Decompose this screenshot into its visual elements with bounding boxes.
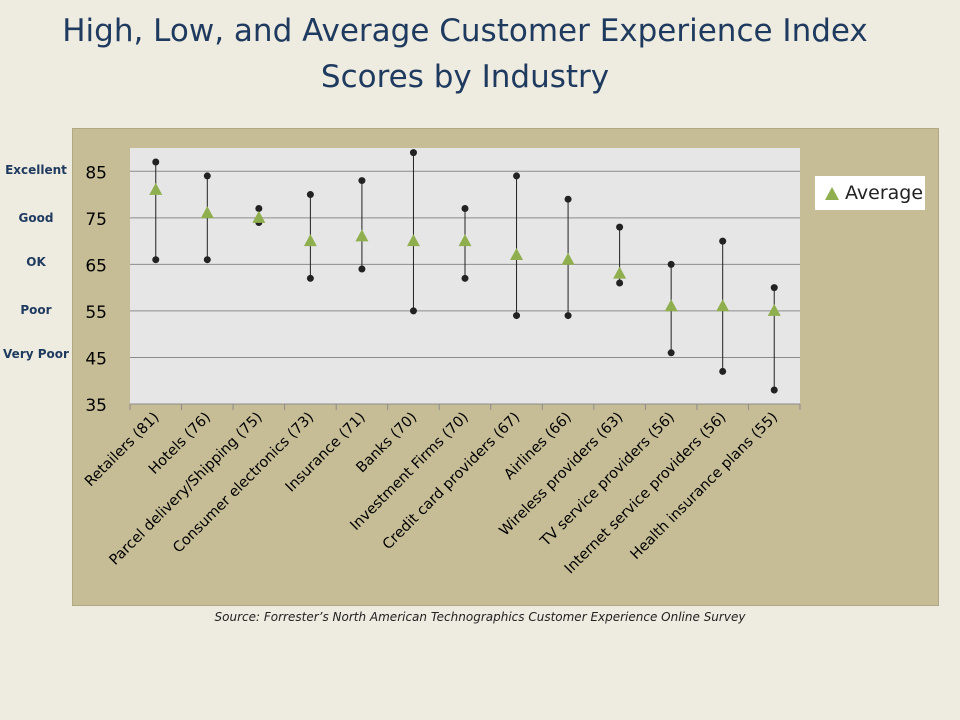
rating-label-poor: Poor [20,303,52,317]
average-point [406,234,420,247]
x-tick-label: Retailers (81) [82,410,162,490]
y-tick-label: 45 [85,349,107,369]
average-point [458,234,472,247]
low-point [152,256,160,264]
high-point [616,223,624,231]
high-point [152,158,160,166]
low-point [409,307,417,315]
y-tick-label: 55 [85,303,107,323]
average-point [510,248,524,261]
chart-title: High, Low, and Average Customer Experien… [0,8,930,100]
average-point [303,234,317,247]
legend-label-average: Average [845,182,924,204]
average-point [613,266,627,279]
high-point [719,237,727,245]
low-point [306,274,314,282]
y-tick-label: 35 [85,396,107,416]
y-tick-label: 75 [85,210,107,230]
y-tick-label: 85 [85,163,107,183]
low-point [719,367,727,375]
high-point [564,195,572,203]
average-point [664,299,678,312]
high-point [358,177,366,185]
average-point [767,303,781,316]
legend: Average [815,176,925,210]
high-point [306,191,314,199]
high-point [409,149,417,157]
high-point [513,172,521,180]
average-point [716,299,730,312]
average-point [561,252,575,265]
rating-label-ok: OK [26,255,46,269]
low-point [770,386,778,394]
rating-label-good: Good [18,211,54,225]
average-point [252,210,266,223]
low-point [513,312,521,320]
chart-title-line2: Scores by Industry [320,59,610,95]
low-point [461,274,469,282]
high-point [770,284,778,292]
rating-label-excellent: Excellent [5,163,67,177]
triangle-icon [825,186,839,200]
high-point [255,205,263,213]
high-point [461,205,469,213]
chart-title-line1: High, Low, and Average Customer Experien… [62,13,868,49]
high-point [203,172,211,180]
low-point [203,256,211,264]
source-note: Source: Forrester’s North American Techn… [214,610,746,624]
average-point [355,229,369,242]
low-point [358,265,366,273]
rating-label-very-poor: Very Poor [3,347,69,361]
y-tick-label: 65 [85,256,107,276]
high-point [667,260,675,268]
low-point [616,279,624,287]
low-point [564,312,572,320]
average-point [149,182,163,195]
average-point [200,206,214,219]
low-point [667,349,675,357]
